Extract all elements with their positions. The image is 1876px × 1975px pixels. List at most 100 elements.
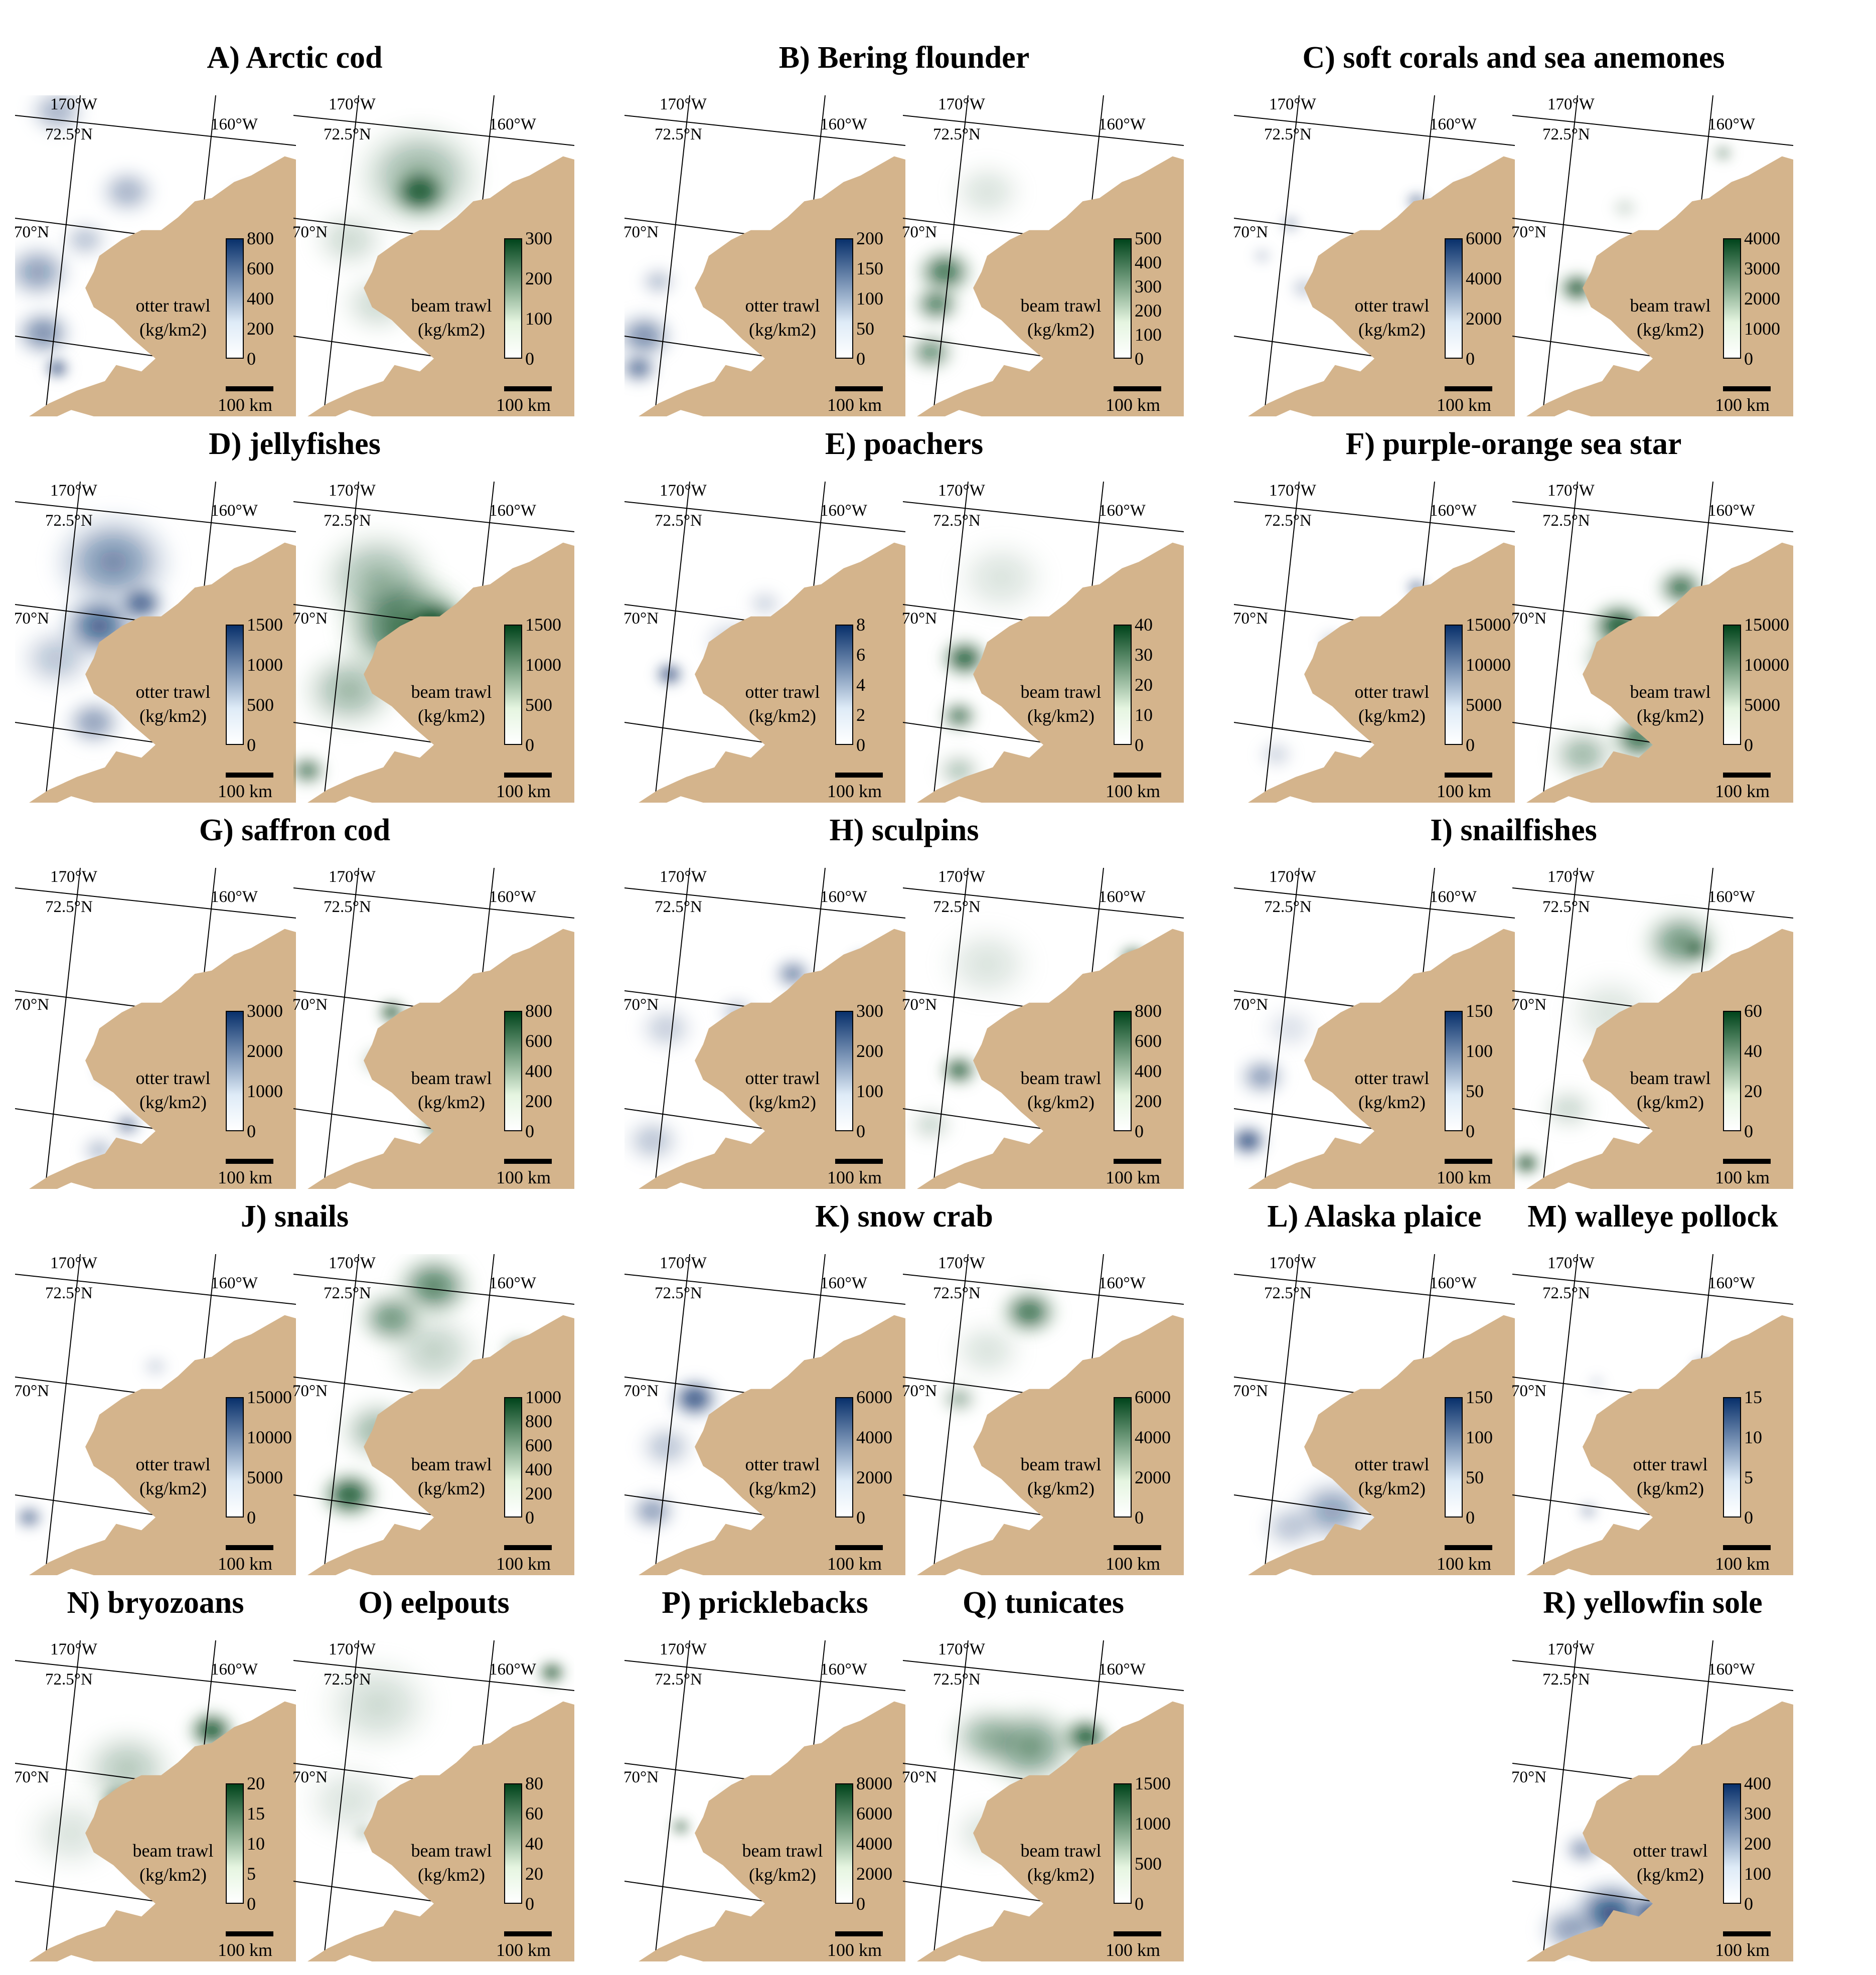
colorbar-tick-label: 600 xyxy=(247,258,274,278)
graticule-line xyxy=(624,1274,905,1305)
legend-title: otter trawl (kg/km2) xyxy=(128,1066,218,1114)
legend-gear: beam trawl xyxy=(411,1454,492,1474)
panel-title: A) Arctic cod xyxy=(207,41,383,75)
legend-title: beam trawl (kg/km2) xyxy=(737,1839,828,1887)
density-patch xyxy=(903,1100,961,1150)
legend-units: (kg/km2) xyxy=(1027,1092,1095,1112)
graticule-label: 160°W xyxy=(489,1660,536,1679)
legend-units: (kg/km2) xyxy=(1358,1092,1426,1112)
graticule-label: 170°W xyxy=(660,1254,707,1272)
scale-bar-label: 100 km xyxy=(1106,395,1161,415)
scale-bar-label: 100 km xyxy=(827,1167,882,1187)
graticule-line xyxy=(323,482,359,803)
colorbar-tick-label: 10 xyxy=(247,1834,265,1854)
scale-bar xyxy=(835,386,883,391)
graticule-label: 160°W xyxy=(489,888,536,906)
graticule-label: 160°W xyxy=(1099,1660,1146,1679)
density-patch xyxy=(55,215,115,265)
legend-title: beam trawl (kg/km2) xyxy=(1016,1452,1106,1500)
colorbar-tick-label: 1000 xyxy=(247,655,283,675)
map-panel: 170°W 72.5°N 160°W 70°N beam trawl (kg/km2) 15… xyxy=(903,1640,1184,1961)
legend-gear: beam trawl xyxy=(1630,682,1711,702)
colorbar-tick-label: 4000 xyxy=(1466,268,1502,288)
density-patch xyxy=(624,1111,689,1171)
graticule-line xyxy=(903,1660,1184,1691)
panel-title: G) saffron cod xyxy=(199,813,391,847)
graticule-label: 72.5°N xyxy=(1264,1284,1312,1302)
graticule-label: 72.5°N xyxy=(45,1284,93,1302)
panel-title: B) Bering flounder xyxy=(778,41,1030,75)
scale-bar-label: 100 km xyxy=(218,1940,273,1960)
graticule-line xyxy=(323,1254,359,1575)
scale-bar-label: 100 km xyxy=(1715,1167,1770,1187)
legend-title: beam trawl (kg/km2) xyxy=(406,1066,497,1114)
graticule-line xyxy=(903,1274,1184,1305)
colorbar-tick-label: 6000 xyxy=(1135,1387,1171,1407)
graticule-label: 70°N xyxy=(15,996,50,1014)
colorbar-tick-label: 6000 xyxy=(856,1387,892,1407)
graticule-label: 160°W xyxy=(1708,502,1755,520)
graticule-label: 72.5°N xyxy=(933,1284,981,1302)
legend-units: (kg/km2) xyxy=(749,1865,816,1885)
graticule-label: 70°N xyxy=(15,1382,50,1400)
legend-gear: otter trawl xyxy=(745,1454,820,1474)
colorbar-tick-label: 0 xyxy=(856,1121,865,1141)
density-patch xyxy=(384,162,456,222)
graticule-label: 72.5°N xyxy=(933,898,981,916)
graticule-line xyxy=(15,115,296,146)
colorbar-tick-label: 0 xyxy=(1744,1894,1753,1914)
density-patch xyxy=(305,518,450,638)
graticule-line xyxy=(654,868,690,1189)
colorbar-tick-label: 50 xyxy=(1466,1467,1484,1487)
scale-bar xyxy=(1723,386,1771,391)
colorbar xyxy=(835,1783,853,1904)
graticule-label: 160°W xyxy=(211,115,258,133)
graticule-label: 72.5°N xyxy=(324,125,371,143)
legend-title: otter trawl (kg/km2) xyxy=(128,680,218,728)
graticule-label: 70°N xyxy=(1234,1382,1269,1400)
graticule-label: 160°W xyxy=(1099,502,1146,520)
scale-bar-label: 100 km xyxy=(1715,1940,1770,1960)
graticule-line xyxy=(323,95,359,416)
graticule-label: 70°N xyxy=(1512,1382,1547,1400)
scale-bar xyxy=(226,386,273,391)
map-panel: 170°W 72.5°N 160°W 70°N beam trawl (kg/km2) 80… xyxy=(903,868,1184,1189)
colorbar-tick-label: 500 xyxy=(247,695,274,715)
colorbar-tick-label: 40 xyxy=(1744,1041,1762,1061)
panel-title: D) jellyfishes xyxy=(209,427,381,461)
colorbar-tick-label: 4000 xyxy=(1135,1427,1171,1447)
colorbar xyxy=(504,1011,522,1131)
legend-gear: beam trawl xyxy=(411,295,492,316)
colorbar-tick-label: 0 xyxy=(525,1894,534,1914)
legend-gear: otter trawl xyxy=(1354,1454,1430,1474)
graticule-line xyxy=(45,482,81,803)
scale-bar-label: 100 km xyxy=(496,395,551,415)
colorbar xyxy=(1723,238,1741,359)
colorbar-tick-label: 200 xyxy=(525,1091,552,1111)
graticule-line xyxy=(1264,482,1300,803)
scale-bar xyxy=(1114,386,1161,391)
colorbar xyxy=(504,1397,522,1517)
graticule-label: 72.5°N xyxy=(1264,512,1312,530)
graticule-label: 160°W xyxy=(489,1274,536,1292)
colorbar-tick-label: 60 xyxy=(1744,1001,1762,1021)
legend-title: otter trawl (kg/km2) xyxy=(1625,1839,1715,1887)
colorbar-tick-label: 1500 xyxy=(1135,1773,1171,1793)
colorbar-tick-label: 4000 xyxy=(856,1427,892,1447)
density-patch xyxy=(927,914,1047,1014)
graticule-label: 160°W xyxy=(211,1660,258,1679)
legend-gear: otter trawl xyxy=(135,682,211,702)
colorbar xyxy=(226,1011,244,1131)
legend-title: otter trawl (kg/km2) xyxy=(737,293,828,342)
legend-gear: otter trawl xyxy=(1354,1068,1430,1088)
colorbar xyxy=(226,238,244,359)
legend-units: (kg/km2) xyxy=(1027,1478,1095,1498)
graticule-label: 170°W xyxy=(329,95,376,113)
map-panel: 170°W 72.5°N 160°W 70°N beam trawl (kg/km2) 80… xyxy=(293,1640,574,1961)
graticule-label: 170°W xyxy=(329,482,376,500)
colorbar-tick-label: 100 xyxy=(1744,1864,1771,1884)
graticule-label: 72.5°N xyxy=(1542,512,1590,530)
colorbar-tick-label: 600 xyxy=(1135,1031,1162,1051)
colorbar xyxy=(504,625,522,745)
legend-gear: beam trawl xyxy=(1020,1068,1102,1088)
